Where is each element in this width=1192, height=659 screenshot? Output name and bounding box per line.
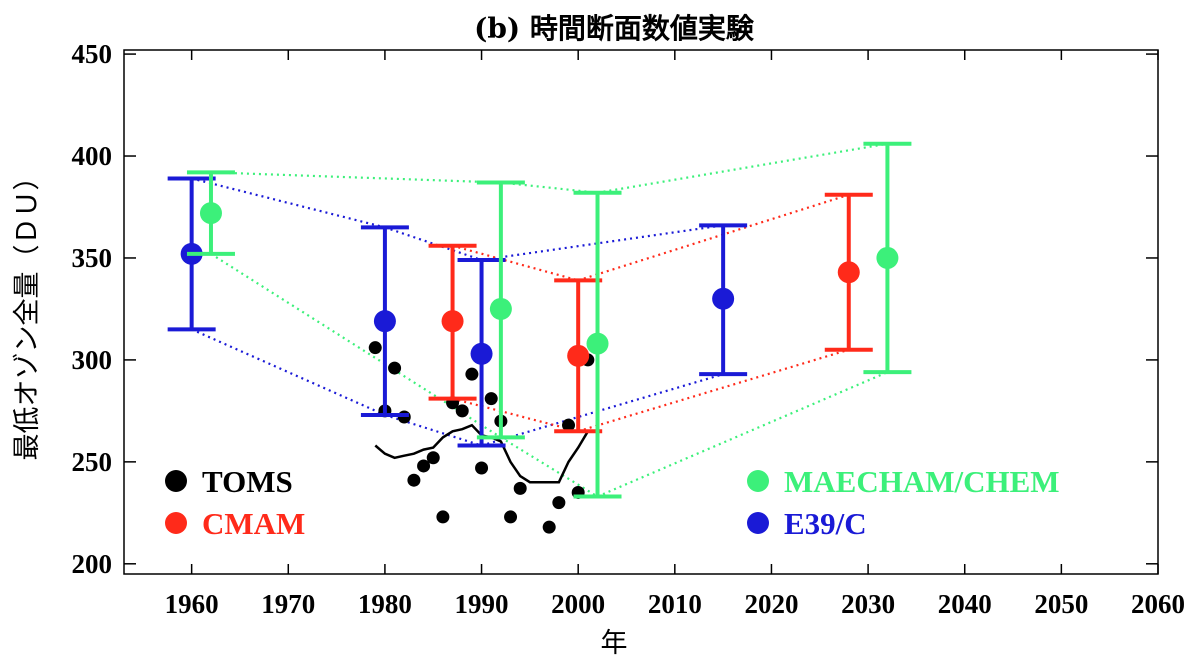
errorbar-marker <box>373 310 396 333</box>
envelope-segment <box>577 193 850 282</box>
toms-point <box>552 496 566 510</box>
x-tick-label: 1960 <box>165 589 219 619</box>
errorbar-marker <box>470 342 493 365</box>
errorbar <box>699 223 748 377</box>
errorbar-marker <box>837 261 860 284</box>
x-axis-label: 年 <box>601 628 628 659</box>
chart-title: (b) 時間断面数値実験 <box>474 12 755 45</box>
y-axis: 200 250 300 350 400 450 <box>72 39 1158 579</box>
y-tick-label: 200 <box>72 549 113 579</box>
legend-marker <box>747 512 769 534</box>
errorbar-marker <box>441 310 464 333</box>
toms-point <box>484 392 498 406</box>
x-tick-label: 2000 <box>551 589 605 619</box>
legend-label: MAECHAM/CHEM <box>784 464 1060 499</box>
legend-marker <box>747 470 769 492</box>
errorbar <box>428 243 477 401</box>
envelope-lines <box>191 142 888 498</box>
envelope-segment <box>191 328 386 416</box>
envelope-segment <box>577 348 850 433</box>
errorbar <box>476 180 525 440</box>
errorbar <box>824 192 873 352</box>
envelope-segment <box>384 413 482 447</box>
toms-point <box>417 459 431 473</box>
envelope-segment <box>210 171 501 184</box>
x-tick-label: 2020 <box>744 589 798 619</box>
x-tick-label: 2050 <box>1034 589 1088 619</box>
y-tick-label: 450 <box>72 39 113 69</box>
toms-point <box>562 418 576 432</box>
envelope-segment <box>500 436 599 498</box>
x-tick-label: 2060 <box>1131 589 1185 619</box>
errorbar <box>863 141 912 375</box>
errorbar-marker <box>586 332 609 355</box>
envelope-segment <box>191 177 386 229</box>
toms-point <box>436 510 450 524</box>
envelope-segment <box>452 244 579 282</box>
legend-label: TOMS <box>202 464 293 499</box>
errorbar <box>360 225 409 417</box>
errorbar-series <box>167 141 912 499</box>
errorbar-marker <box>712 287 735 310</box>
toms-point <box>504 510 518 524</box>
errorbar <box>186 170 235 256</box>
toms-point <box>455 404 469 418</box>
envelope-segment <box>597 142 888 194</box>
errorbar-marker <box>567 344 590 367</box>
plot-frame <box>123 49 1159 575</box>
toms-point <box>368 341 382 355</box>
toms-point <box>397 410 411 424</box>
toms-point <box>388 361 402 375</box>
envelope-segment <box>384 226 482 262</box>
y-tick-label: 350 <box>72 243 113 273</box>
x-tick-label: 1980 <box>358 589 412 619</box>
x-tick-label: 2010 <box>648 589 702 619</box>
x-tick-label: 2040 <box>938 589 992 619</box>
toms-point <box>475 461 489 475</box>
envelope-segment <box>597 371 888 498</box>
envelope-segment <box>481 224 724 262</box>
legend-label: CMAM <box>202 506 305 541</box>
errorbar <box>554 278 603 434</box>
y-tick-label: 300 <box>72 345 113 375</box>
y-tick-label: 400 <box>72 141 113 171</box>
x-tick-label: 1970 <box>261 589 315 619</box>
envelope-segment <box>481 373 724 447</box>
y-tick-label: 250 <box>72 447 113 477</box>
toms-point <box>465 367 479 381</box>
errorbar-marker <box>489 297 512 320</box>
x-axis: 1960 1970 1980 1990 2000 2010 2020 2030 2040 2050… <box>165 50 1185 619</box>
errorbar-marker <box>199 202 222 225</box>
toms-point <box>513 481 527 495</box>
toms-point <box>407 473 421 487</box>
envelope-segment <box>500 181 598 194</box>
legend-marker <box>165 512 187 534</box>
toms-point <box>426 451 440 465</box>
errorbar <box>457 258 506 448</box>
y-axis-label: 最低オゾン全量（ＤＵ） <box>12 164 43 461</box>
errorbar <box>573 190 622 499</box>
legend-marker <box>165 470 187 492</box>
legend-label: E39/C <box>784 506 867 541</box>
legend: TOMS CMAM MAECHAM/CHEM E39/C <box>165 464 1060 541</box>
x-tick-label: 1990 <box>455 589 509 619</box>
toms-point <box>542 520 556 534</box>
envelope-segment <box>452 397 579 433</box>
errorbar-marker <box>876 246 899 269</box>
x-tick-label: 2030 <box>841 589 895 619</box>
